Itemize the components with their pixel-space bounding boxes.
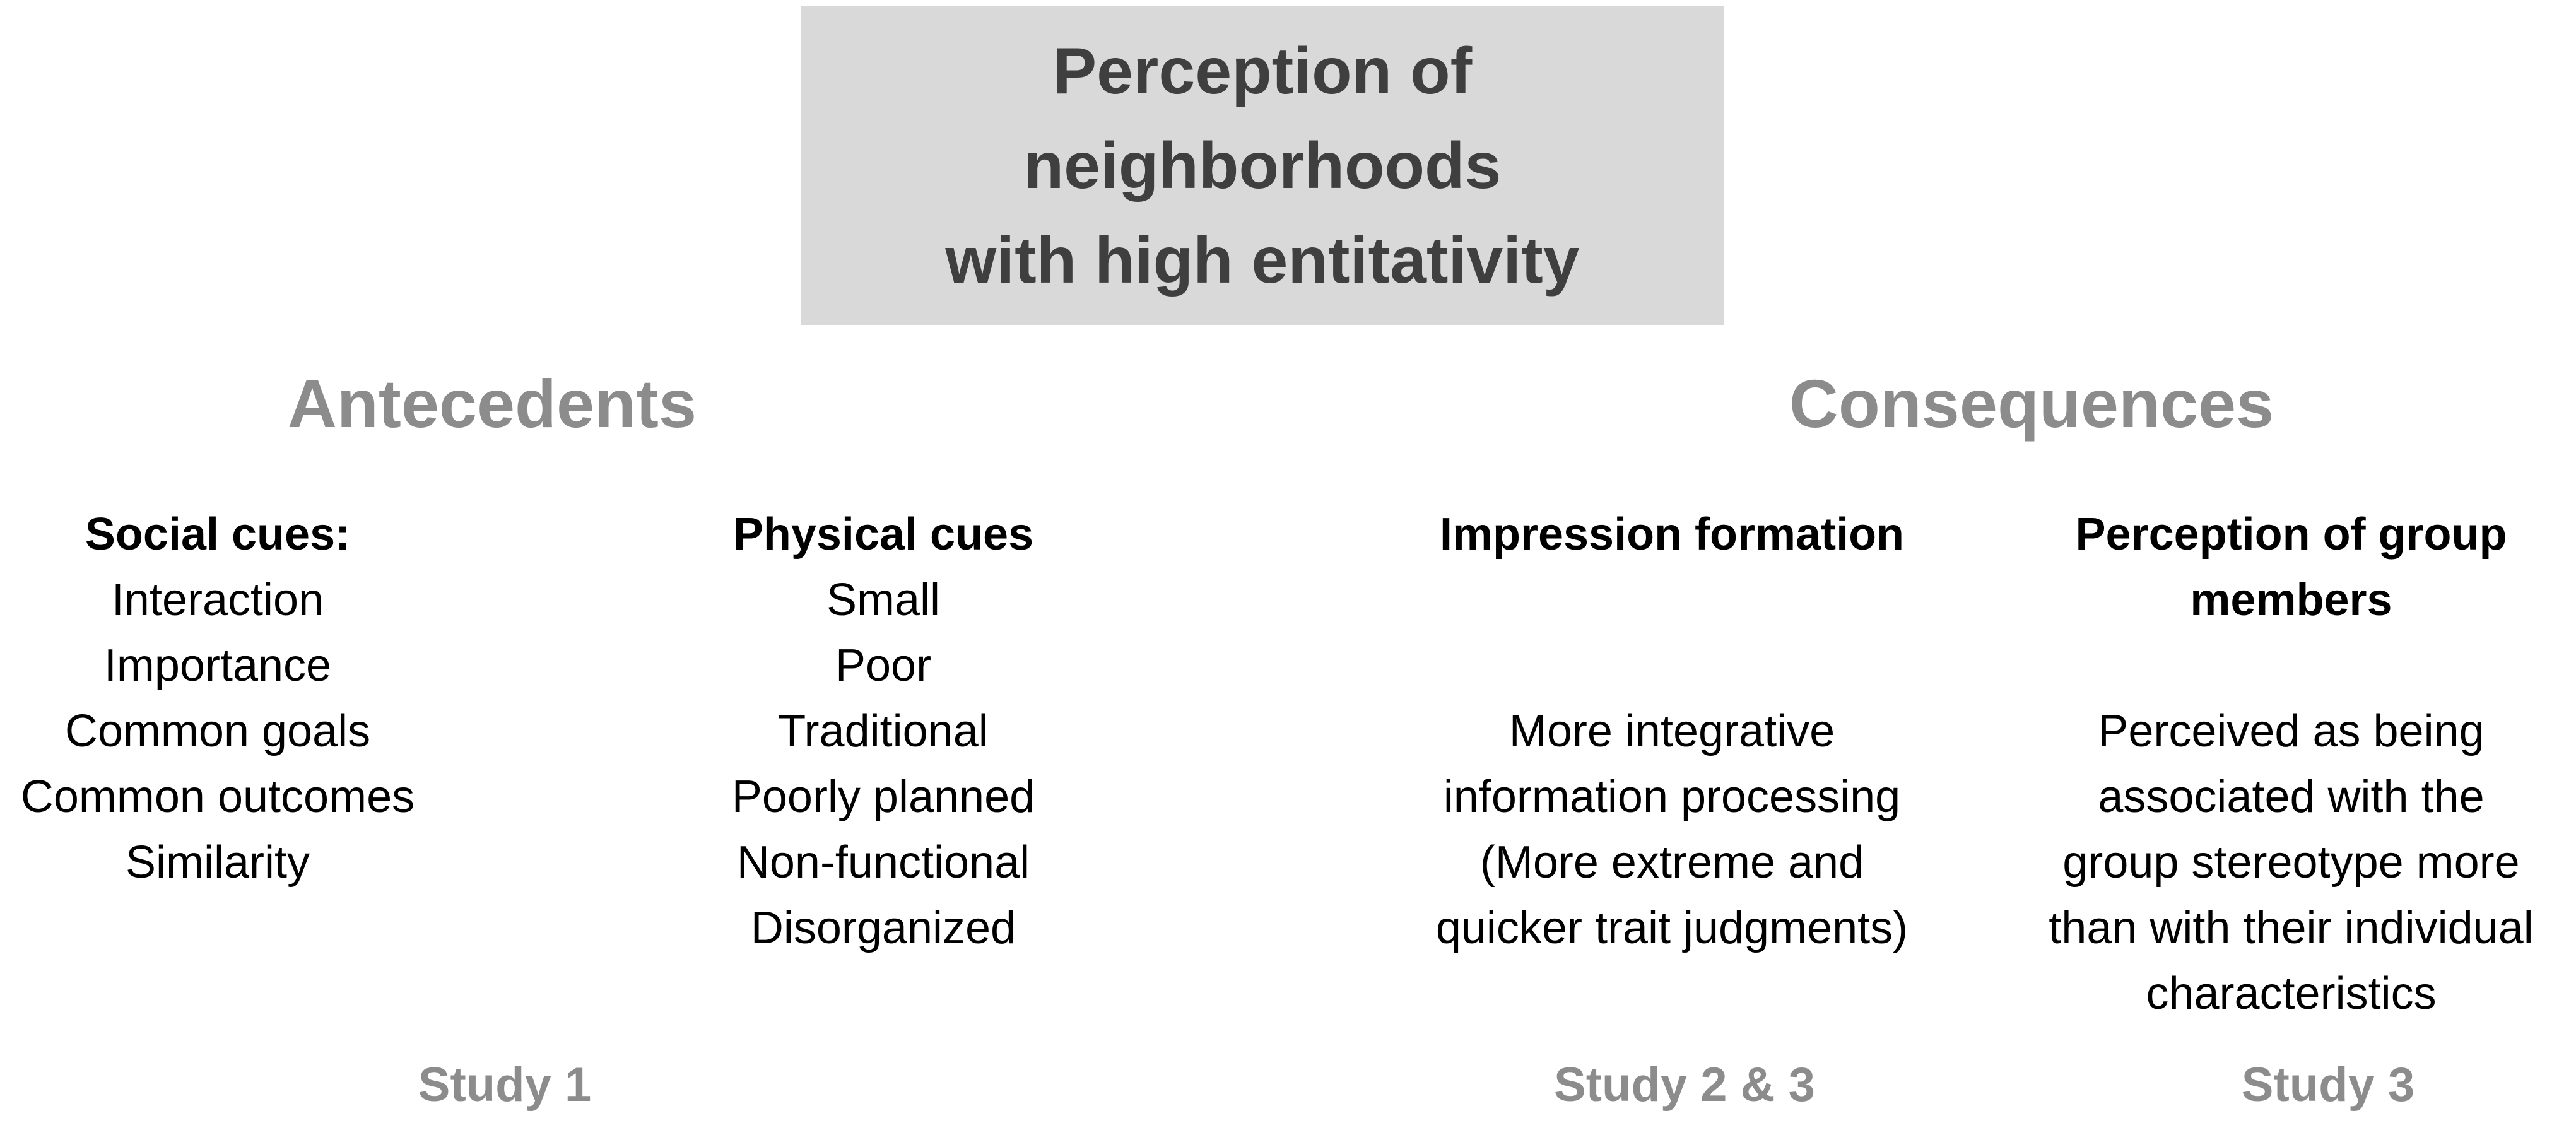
impression-formation-heading: Impression formation bbox=[1439, 509, 1905, 560]
list-item: Small bbox=[826, 575, 941, 625]
body-line: information processing bbox=[1443, 772, 1901, 822]
heading-line: members bbox=[2190, 575, 2392, 625]
title-line: with high entitativity bbox=[945, 223, 1580, 297]
impression-formation-column: Impression formation More integrative in… bbox=[1388, 502, 1956, 961]
social-cues-list: Interaction Importance Common goals Comm… bbox=[0, 567, 435, 895]
body-line: More integrative bbox=[1509, 706, 1835, 756]
list-item: Poor bbox=[835, 640, 932, 691]
body-line: quicker trait judgments) bbox=[1435, 903, 1908, 953]
perception-members-body: Perceived as being associated with the g… bbox=[2006, 698, 2576, 1026]
physical-cues-heading: Physical cues bbox=[732, 509, 1034, 560]
list-item: Interaction bbox=[111, 575, 324, 625]
list-item: Non-functional bbox=[736, 837, 1030, 888]
title-box: Perception of neighborhoods with high en… bbox=[801, 6, 1724, 325]
body-line: (More extreme and bbox=[1479, 837, 1864, 888]
list-item: Disorganized bbox=[750, 903, 1016, 953]
perception-members-heading: Perception of group members bbox=[2006, 502, 2576, 633]
list-item: Importance bbox=[103, 640, 332, 691]
consequences-heading: Consequences bbox=[1789, 365, 2274, 442]
study-2-3-label: Study 2 & 3 bbox=[1554, 1058, 1815, 1112]
impression-formation-body: More integrative information processing … bbox=[1388, 698, 1956, 961]
title-line: neighborhoods bbox=[1023, 129, 1502, 203]
diagram-title: Perception of neighborhoods with high en… bbox=[945, 24, 1579, 308]
list-item: Traditional bbox=[778, 706, 989, 756]
body-line: characteristics bbox=[2146, 968, 2437, 1019]
body-line: Perceived as being bbox=[2098, 706, 2485, 756]
list-item: Similarity bbox=[125, 837, 310, 888]
body-line: associated with the bbox=[2098, 772, 2485, 822]
social-cues-column: Social cues: Interaction Importance Comm… bbox=[0, 502, 435, 895]
body-line: than with their individual bbox=[2049, 903, 2534, 953]
physical-cues-column: Physical cues Small Poor Traditional Poo… bbox=[694, 502, 1073, 961]
title-line: Perception of bbox=[1052, 34, 1473, 108]
study-3-label: Study 3 bbox=[2241, 1058, 2415, 1112]
body-line: group stereotype more bbox=[2062, 837, 2520, 888]
perception-members-column: Perception of group members Perceived as… bbox=[2006, 502, 2576, 1026]
list-item: Common outcomes bbox=[20, 772, 415, 822]
social-cues-heading: Social cues: bbox=[85, 509, 351, 560]
list-item: Poorly planned bbox=[731, 772, 1035, 822]
antecedents-heading: Antecedents bbox=[287, 365, 697, 442]
study-1-label: Study 1 bbox=[418, 1058, 592, 1112]
list-item: Common goals bbox=[64, 706, 371, 756]
heading-line: Perception of group bbox=[2075, 509, 2507, 560]
physical-cues-list: Small Poor Traditional Poorly planned No… bbox=[694, 567, 1073, 961]
